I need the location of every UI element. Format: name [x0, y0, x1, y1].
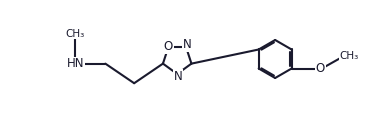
Text: O: O [316, 62, 325, 75]
Text: O: O [164, 40, 173, 53]
Text: CH₃: CH₃ [339, 51, 359, 61]
Text: HN: HN [67, 57, 84, 70]
Text: CH₃: CH₃ [66, 29, 85, 39]
Text: N: N [183, 38, 191, 51]
Text: N: N [174, 70, 183, 83]
